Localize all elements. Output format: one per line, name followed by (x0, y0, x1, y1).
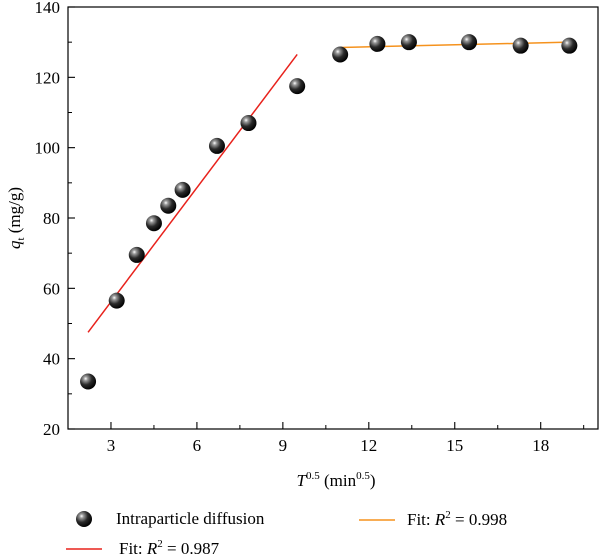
legend-label-scatter: Intraparticle diffusion (116, 509, 265, 528)
line-icon-orange (359, 518, 395, 521)
data-point (174, 181, 191, 198)
data-point (369, 35, 386, 52)
x-tick-label: 6 (193, 436, 202, 455)
x-tick-label: 18 (532, 436, 549, 455)
y-tick-label: 20 (43, 420, 60, 439)
data-point (128, 246, 145, 263)
y-axis-label: qt (mg/g) (5, 187, 27, 249)
x-tick-label: 12 (360, 436, 377, 455)
data-point (160, 197, 177, 214)
data-points (80, 34, 578, 390)
line-icon-red (66, 547, 102, 550)
x-tick-label: 9 (279, 436, 288, 455)
data-point (400, 34, 417, 51)
y-tick-label: 120 (35, 68, 61, 87)
x-axis-label: T0.5 (min0.5) (297, 470, 376, 490)
legend-item-scatter: Intraparticle diffusion (74, 509, 264, 529)
sphere-icon (76, 511, 92, 527)
data-point (332, 46, 349, 63)
tick-labels: 3 6 9 12 15 18 20 40 60 80 100 120 140 (35, 0, 550, 455)
y-tick-label: 60 (43, 279, 60, 298)
y-tick-label: 80 (43, 209, 60, 228)
tick-marks (68, 6, 585, 430)
fit-lines (87, 41, 570, 333)
legend-item-fit-red: Fit: R2 = 0.987 (66, 538, 219, 559)
plot-frame (67, 6, 599, 430)
data-point (240, 115, 257, 132)
x-tick-label: 3 (107, 436, 116, 455)
fit-line-1 (87, 54, 298, 333)
y-tick-label: 140 (35, 0, 61, 17)
data-point (461, 34, 478, 51)
data-point (512, 37, 529, 54)
data-point (289, 78, 306, 95)
y-tick-label: 100 (35, 139, 61, 158)
data-point (145, 215, 162, 232)
legend-label-fit-orange: Fit: R2 = 0.998 (407, 509, 508, 529)
data-point (208, 137, 225, 154)
data-point (80, 373, 97, 390)
y-tick-label: 40 (43, 350, 60, 369)
data-point (108, 292, 125, 309)
axes (67, 6, 599, 430)
data-point (561, 37, 578, 54)
legend-label-fit-red: Fit: R2 = 0.987 (119, 538, 220, 558)
x-tick-label: 15 (446, 436, 463, 455)
legend-item-fit-orange: Fit: R2 = 0.998 (359, 509, 507, 530)
